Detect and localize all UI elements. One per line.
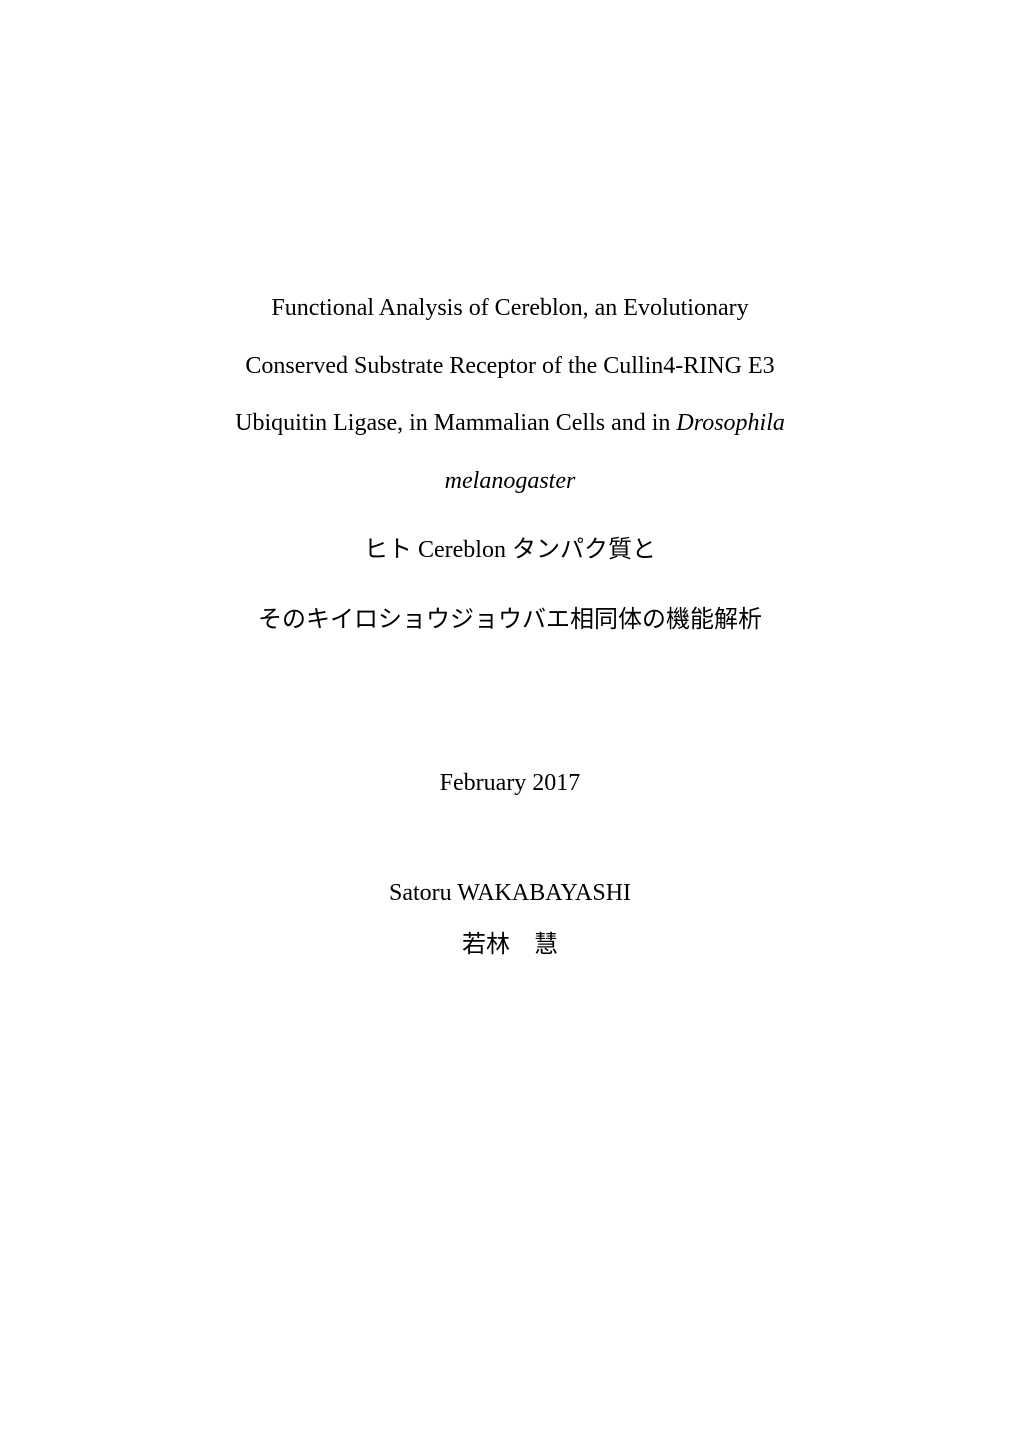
author-kanji: 若林 慧 bbox=[100, 919, 920, 972]
title-line-3: Ubiquitin Ligase, in Mammalian Cells and… bbox=[100, 395, 920, 453]
title-section: Functional Analysis of Cereblon, an Evol… bbox=[100, 280, 920, 650]
title-line-2: Conserved Substrate Receptor of the Cull… bbox=[100, 338, 920, 396]
title-line-3-prefix: Ubiquitin Ligase, in Mammalian Cells and… bbox=[235, 410, 676, 436]
title-line-1: Functional Analysis of Cereblon, an Evol… bbox=[100, 280, 920, 338]
title-line-3-italic: Drosophila bbox=[676, 410, 784, 436]
author-romaji: Satoru WAKABAYASHI bbox=[100, 867, 920, 920]
date-section: February 2017 bbox=[100, 770, 920, 797]
author-section: Satoru WAKABAYASHI 若林 慧 bbox=[100, 867, 920, 973]
title-line-4: melanogaster bbox=[100, 453, 920, 511]
jp-title-1: ヒト Cereblon タンパク質と bbox=[100, 522, 920, 580]
jp-title-2: そのキイロショウジョウバエ相同体の機能解析 bbox=[100, 592, 920, 650]
date-text: February 2017 bbox=[440, 770, 581, 796]
